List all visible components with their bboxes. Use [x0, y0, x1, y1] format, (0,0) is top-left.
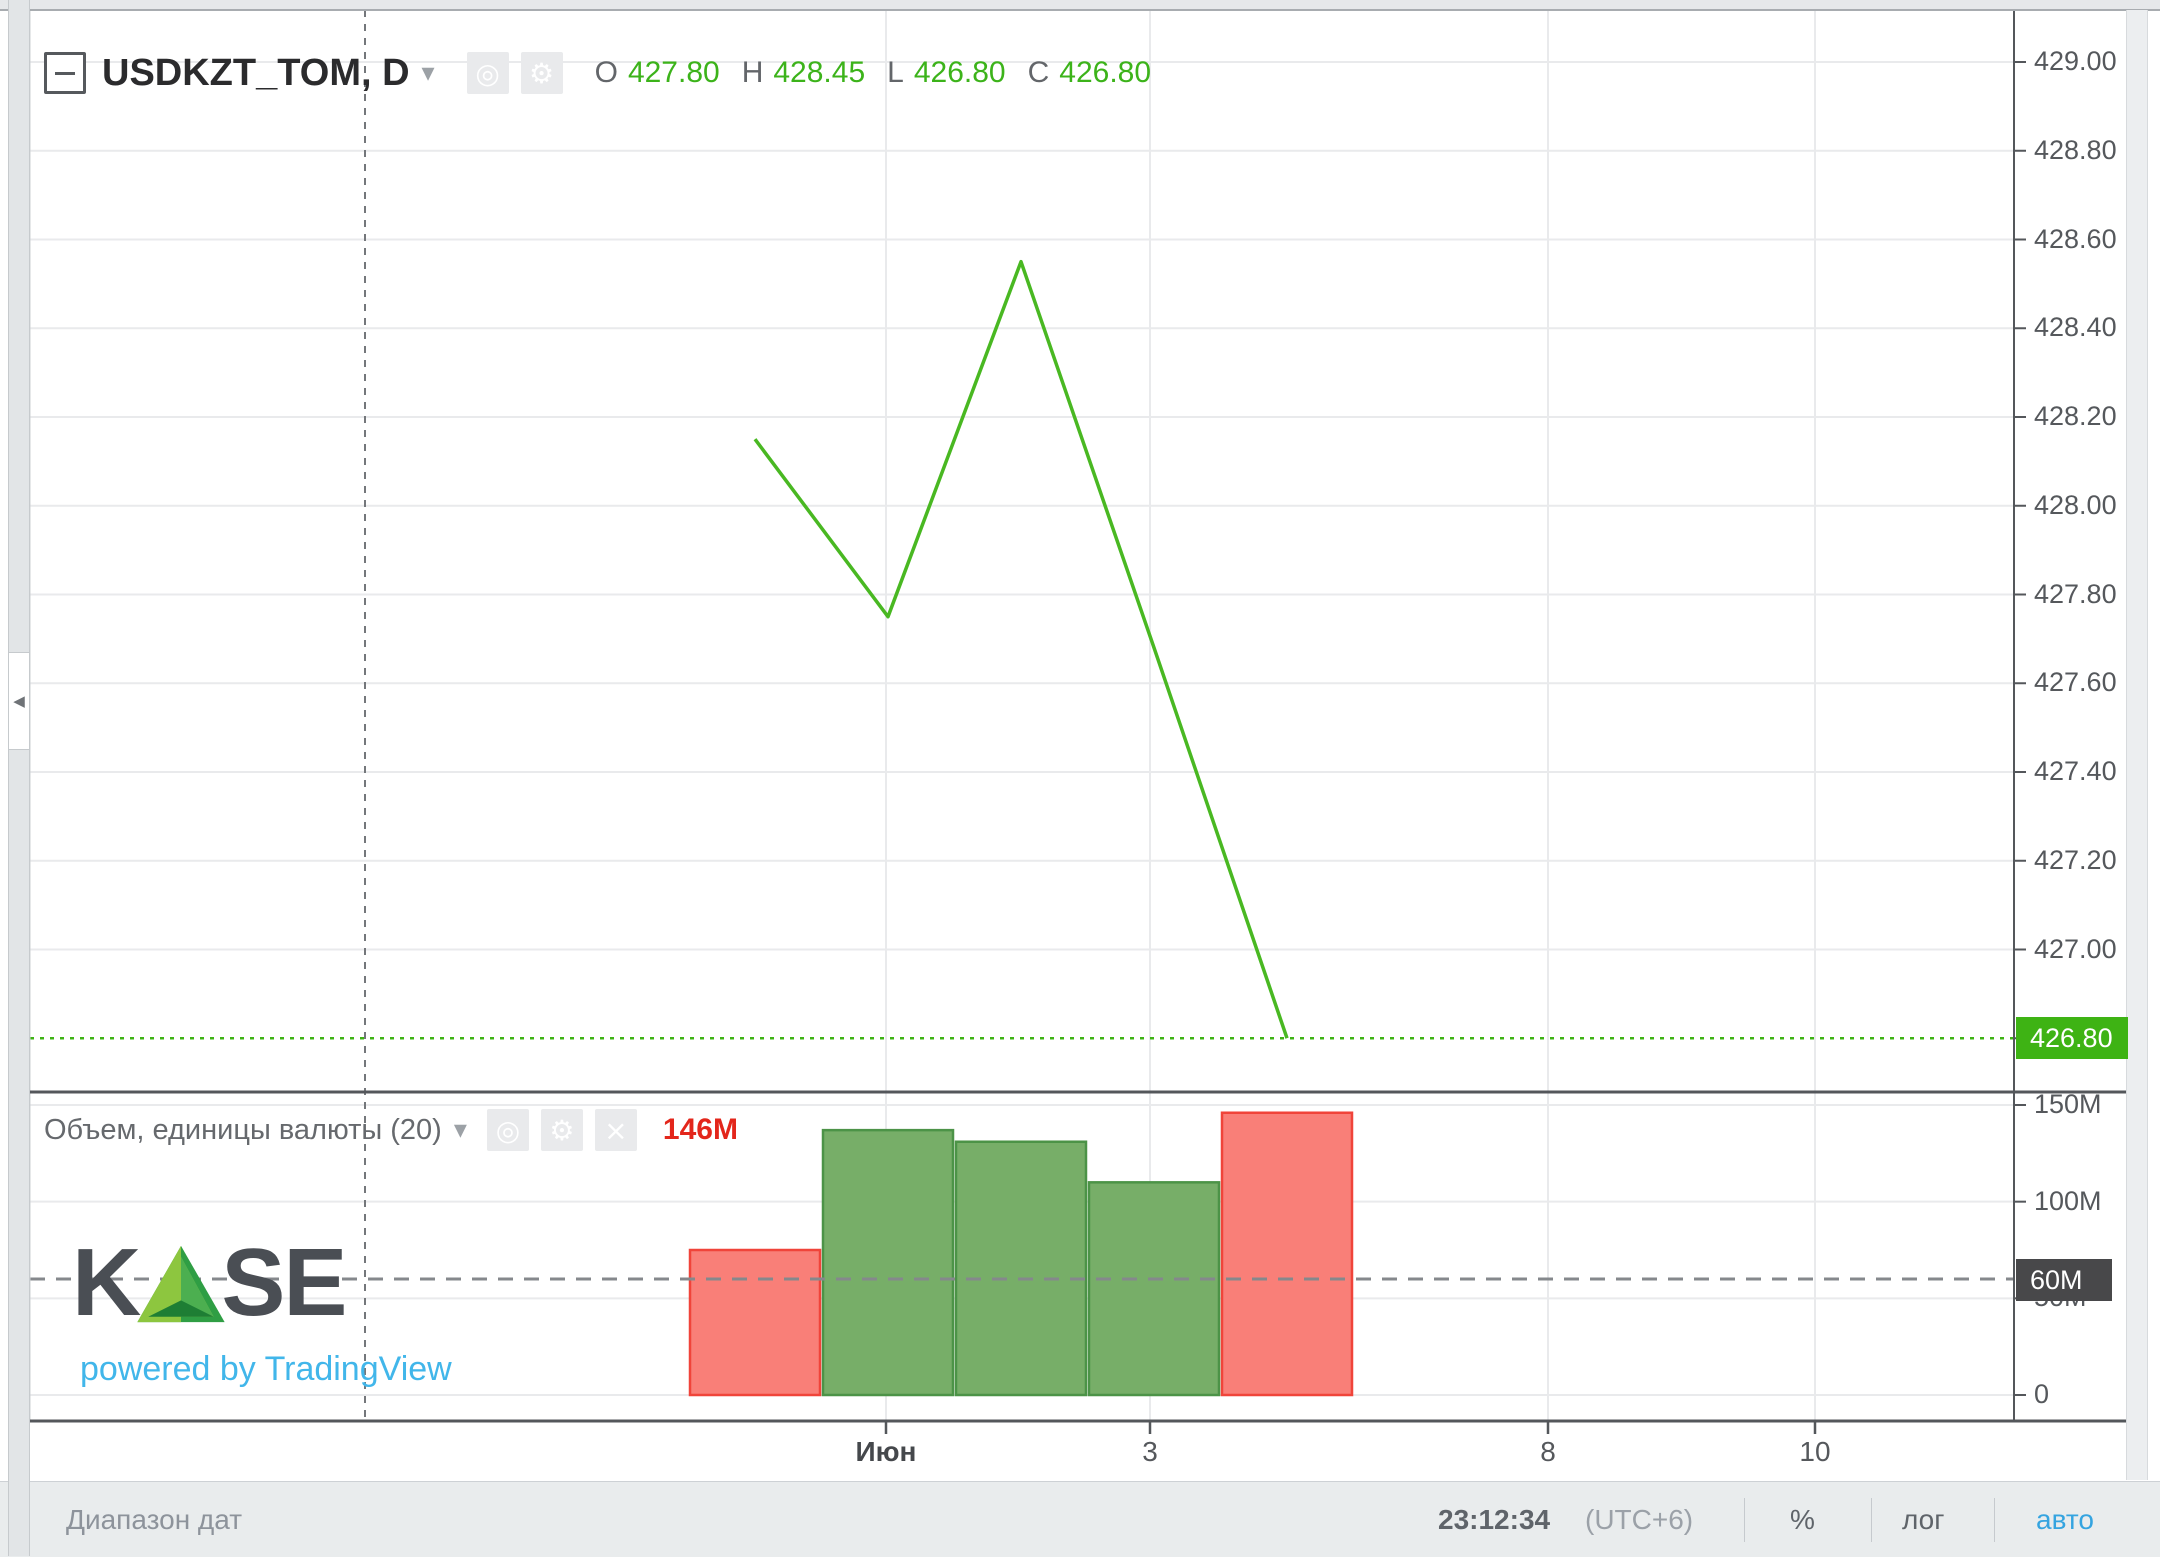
divider	[1744, 1498, 1745, 1542]
kase-logo: K SE	[72, 1229, 347, 1336]
panel-collapse-icon: ◀	[13, 692, 25, 710]
volume-bar	[688, 1248, 822, 1397]
volume-tick-label: 100M	[2034, 1185, 2102, 1216]
volume-last-value: 146M	[662, 1113, 738, 1146]
ohlc-readout: O 427.80 H 428.45 L 426.80 C 426.80	[595, 56, 1151, 90]
price-line	[753, 259, 1289, 1039]
low-label: L	[887, 56, 904, 89]
divider	[1994, 1498, 1995, 1542]
price-tick-label: 428.80	[2034, 134, 2117, 165]
price-tick-label: 427.00	[2034, 933, 2117, 964]
chevron-down-icon[interactable]: ▾	[453, 1115, 467, 1145]
low-value: 426.80	[913, 56, 1006, 89]
logo-letter-k: K	[72, 1229, 141, 1336]
close-icon: ×	[604, 1113, 628, 1147]
time-tick-label: 8	[1540, 1436, 1556, 1467]
toolbar-collapse-button[interactable]: ◀	[8, 652, 30, 750]
divider	[1871, 1498, 1872, 1542]
timezone: (UTC+6)	[1585, 1503, 1694, 1535]
right-scrollbar[interactable]	[2126, 10, 2148, 1480]
powered-by-tradingview[interactable]: powered by TradingView	[80, 1350, 452, 1388]
gear-icon: ⚙	[549, 1113, 575, 1147]
volume-bar	[1220, 1111, 1354, 1397]
volume-remove-button[interactable]: ×	[594, 1109, 637, 1151]
symbol-legend: USDKZT_TOM, D ▾ ◎ ⚙ O 427.80 H 428.45 L …	[44, 44, 1151, 102]
open-label: O	[594, 56, 618, 89]
eye-icon: ◎	[475, 56, 500, 90]
price-tick-label: 427.40	[2034, 756, 2117, 786]
pane-collapse-button[interactable]	[44, 52, 86, 94]
time-tick-label: Июн	[855, 1436, 917, 1467]
high-value: 428.45	[773, 56, 866, 89]
price-tick-label: 428.40	[2034, 312, 2117, 343]
volume-bar	[1087, 1181, 1221, 1397]
time-tick-label: 10	[1799, 1436, 1831, 1467]
volume-crosshair-badge: 60M	[2016, 1259, 2112, 1301]
settings-button[interactable]: ⚙	[520, 52, 563, 94]
close-value: 426.80	[1059, 56, 1152, 89]
price-axis[interactable]	[2014, 10, 2126, 1092]
volume-eye-button[interactable]: ◎	[486, 1109, 529, 1151]
minus-icon	[55, 71, 75, 75]
volume-tick-label: 0	[2034, 1379, 2050, 1409]
price-tick-label: 428.00	[2034, 489, 2117, 520]
eye-icon: ◎	[495, 1113, 521, 1147]
open-value: 427.80	[627, 56, 720, 89]
high-label: H	[741, 56, 764, 89]
price-tick-label: 429.00	[2034, 46, 2117, 76]
volume-study-title[interactable]: Объем, единицы валюты (20)	[44, 1113, 442, 1146]
top-border-band	[0, 0, 2160, 11]
price-tick-label: 428.60	[2034, 223, 2117, 254]
price-tick-label: 428.20	[2034, 401, 2117, 431]
eye-button[interactable]: ◎	[466, 52, 509, 94]
gear-icon: ⚙	[529, 56, 555, 90]
volume-bar	[821, 1128, 955, 1397]
date-range-button[interactable]: Диапазон дат	[66, 1503, 243, 1535]
price-tick-label: 427.80	[2034, 578, 2117, 609]
volume-legend: Объем, единицы валюты (20) ▾ ◎ ⚙ × 146M	[44, 1104, 738, 1156]
logo-letters-se: SE	[221, 1229, 347, 1336]
kase-triangle-icon	[137, 1245, 225, 1323]
last-price-badge: 426.80	[2016, 1017, 2128, 1060]
volume-settings-button[interactable]: ⚙	[540, 1109, 583, 1151]
volume-axis[interactable]	[2014, 1092, 2126, 1421]
symbol-title[interactable]: USDKZT_TOM, D	[102, 51, 410, 94]
volume-tick-label: 150M	[2034, 1089, 2102, 1119]
chevron-down-icon[interactable]: ▾	[421, 58, 435, 88]
left-toolbar-strip	[8, 0, 30, 1556]
status-bar: Диапазон дат 23:12:34 (UTC+6) % лог авто	[0, 1481, 2160, 1557]
time-tick-label: 3	[1142, 1436, 1158, 1467]
percent-scale-button[interactable]: %	[1790, 1503, 1815, 1535]
price-tick-label: 427.60	[2034, 667, 2117, 698]
time-axis[interactable]	[30, 1424, 2014, 1480]
price-tick-label: 427.20	[2034, 844, 2117, 875]
auto-scale-button[interactable]: авто	[2036, 1503, 2094, 1535]
close-label: C	[1027, 56, 1050, 89]
log-scale-button[interactable]: лог	[1902, 1503, 1945, 1535]
volume-bar	[954, 1140, 1088, 1397]
clock: 23:12:34	[1438, 1503, 1551, 1535]
